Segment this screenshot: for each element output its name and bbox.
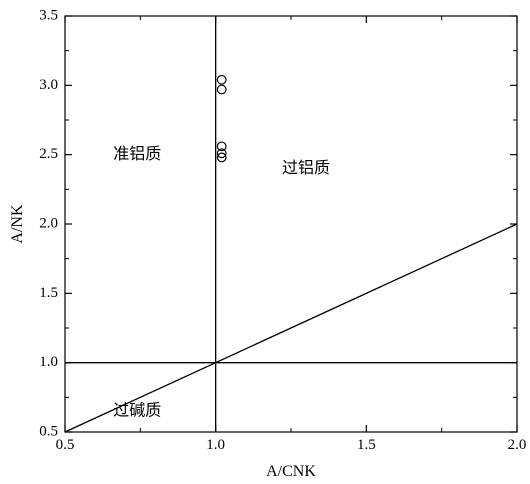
data-points [216, 74, 227, 163]
y-tick-label: 2.5 [39, 146, 58, 162]
x-tick-label: 1.5 [357, 437, 376, 453]
y-tick-label: 3.5 [39, 7, 58, 23]
axis-ticks: 0.5 1.0 1.5 2.0 0.5 1.0 1.5 2.0 2.5 3.0 3.5 [39, 7, 526, 453]
region-label-2: 过铝质 [282, 158, 330, 177]
reference-line-3 [64, 223, 518, 433]
data-point [216, 148, 227, 159]
data-point [216, 84, 227, 95]
region-label-3: 过碱质 [113, 401, 161, 420]
x-tick-label: 0.5 [56, 437, 75, 453]
x-tick-label: 1.0 [206, 437, 225, 453]
y-tick-label: 3.0 [39, 77, 58, 93]
plot-frame [64, 15, 518, 433]
y-tick-label: 1.0 [39, 354, 58, 370]
region-label-1: 准铝质 [113, 144, 161, 163]
reference-lines [64, 16, 518, 433]
x-tick-label: 2.0 [508, 437, 527, 453]
x-axis-label: A/CNK [266, 463, 316, 480]
data-point [216, 74, 227, 85]
y-tick-label: 1.5 [39, 285, 58, 301]
y-tick-label: 2.0 [39, 215, 58, 231]
y-axis-label: A/NK [9, 204, 26, 244]
data-point [216, 141, 227, 152]
y-tick-label: 0.5 [39, 423, 58, 439]
data-point [216, 152, 227, 163]
